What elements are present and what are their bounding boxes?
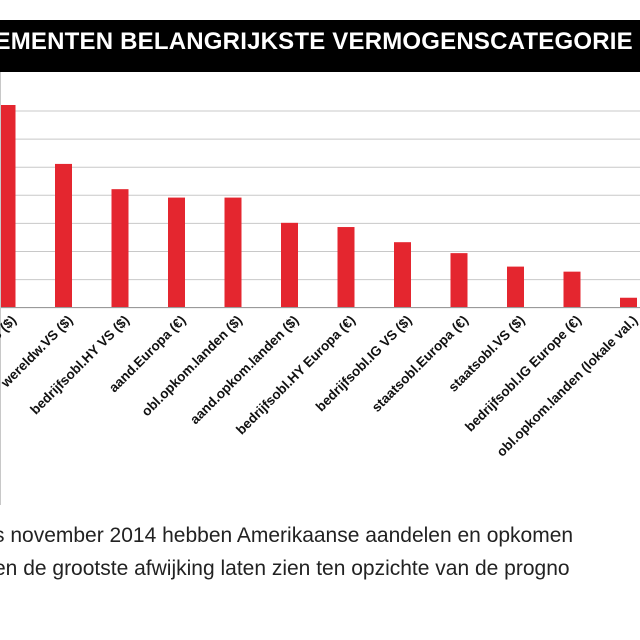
bar bbox=[563, 271, 581, 307]
caption: s november 2014 hebben Amerikaanse aande… bbox=[0, 519, 640, 585]
bar bbox=[224, 197, 242, 307]
bar bbox=[55, 163, 72, 307]
title-bar: DEMENTEN BELANGRIJKSTE VERMOGENSCATEGORI… bbox=[0, 20, 640, 72]
caption-line-1: s november 2014 hebben Amerikaanse aande… bbox=[0, 524, 574, 547]
bar bbox=[337, 227, 355, 307]
bar-chart: S ($)wereldw.VS ($)bedrijfsobl.HY VS ($)… bbox=[0, 72, 640, 505]
x-tick-label: bedrijfsobl.HY VS ($) bbox=[27, 313, 132, 418]
bars bbox=[0, 105, 637, 307]
x-tick-labels: S ($)wereldw.VS ($)bedrijfsobl.HY VS ($)… bbox=[0, 313, 640, 460]
bar bbox=[111, 189, 129, 307]
x-tick-label: aand.opkom.landen ($) bbox=[187, 313, 302, 428]
bar bbox=[450, 253, 468, 307]
x-tick-label: bedrijfsobl.IG Europe (€) bbox=[462, 313, 584, 435]
bar bbox=[507, 266, 524, 307]
bar bbox=[620, 297, 637, 307]
x-tick-label: bedrijfsobl.HY Europa (€) bbox=[233, 313, 358, 438]
caption-line-2: en de grootste afwijking laten zien ten … bbox=[0, 557, 570, 580]
chart-title: DEMENTEN BELANGRIJKSTE VERMOGENSCATEGORI… bbox=[0, 28, 633, 55]
x-axis bbox=[0, 72, 640, 505]
x-tick-label: S ($) bbox=[0, 313, 19, 344]
gridlines bbox=[0, 110, 640, 309]
x-tick-label: bedrijfsobl.IG VS ($) bbox=[313, 313, 415, 415]
bar bbox=[281, 222, 298, 307]
bar bbox=[168, 197, 185, 307]
x-tick-label: staatsobl.Europa (€) bbox=[369, 313, 471, 415]
bar bbox=[394, 242, 411, 307]
x-tick-label: obl.opkom.landen ($) bbox=[139, 313, 246, 420]
bar bbox=[0, 105, 16, 307]
